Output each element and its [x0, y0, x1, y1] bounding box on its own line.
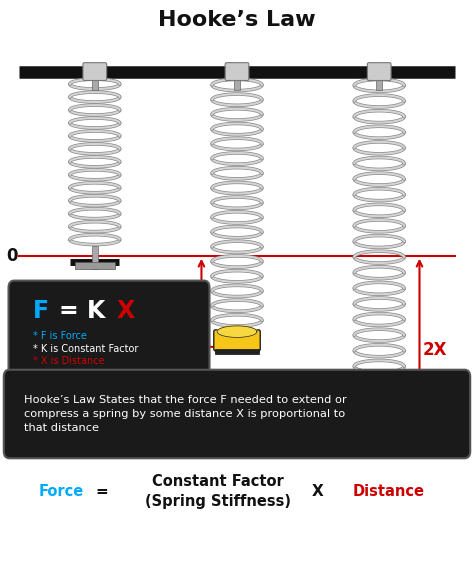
FancyBboxPatch shape — [225, 63, 249, 80]
Text: Hooke’s Law: Hooke’s Law — [158, 10, 316, 30]
Bar — [75, 262, 115, 269]
Text: = K: = K — [59, 299, 106, 323]
Text: 2X: 2X — [422, 340, 447, 359]
Polygon shape — [359, 404, 399, 415]
Bar — [215, 349, 259, 354]
Bar — [234, 79, 240, 90]
Text: Constant Factor: Constant Factor — [152, 474, 284, 489]
Bar — [357, 446, 401, 450]
Text: =: = — [96, 484, 108, 499]
FancyBboxPatch shape — [4, 370, 470, 458]
Text: F: F — [175, 339, 185, 354]
FancyBboxPatch shape — [356, 408, 402, 428]
Text: 2F: 2F — [383, 436, 404, 451]
FancyBboxPatch shape — [214, 330, 260, 351]
Text: X: X — [116, 299, 135, 323]
Text: * F is Force: * F is Force — [33, 331, 87, 341]
Text: Force: Force — [39, 484, 84, 499]
Text: 0: 0 — [6, 247, 18, 265]
Text: * K is Constant Factor: * K is Constant Factor — [33, 343, 138, 354]
Text: Distance: Distance — [353, 484, 425, 499]
Bar — [376, 79, 382, 90]
Text: Hooke’s Law States that the force F needed to extend or
compress a spring by som: Hooke’s Law States that the force F need… — [24, 394, 346, 434]
Polygon shape — [217, 326, 257, 338]
Text: X: X — [312, 484, 323, 499]
Bar — [92, 246, 98, 269]
Text: (Spring Stiffness): (Spring Stiffness) — [145, 494, 291, 509]
Bar — [92, 79, 98, 90]
FancyBboxPatch shape — [9, 281, 210, 378]
Text: F: F — [33, 299, 49, 323]
FancyBboxPatch shape — [83, 63, 107, 80]
Bar — [234, 327, 240, 328]
FancyBboxPatch shape — [367, 63, 391, 80]
FancyBboxPatch shape — [356, 427, 402, 447]
Polygon shape — [359, 423, 399, 434]
Text: X: X — [183, 292, 196, 311]
Text: * X is Distance: * X is Distance — [33, 356, 105, 366]
